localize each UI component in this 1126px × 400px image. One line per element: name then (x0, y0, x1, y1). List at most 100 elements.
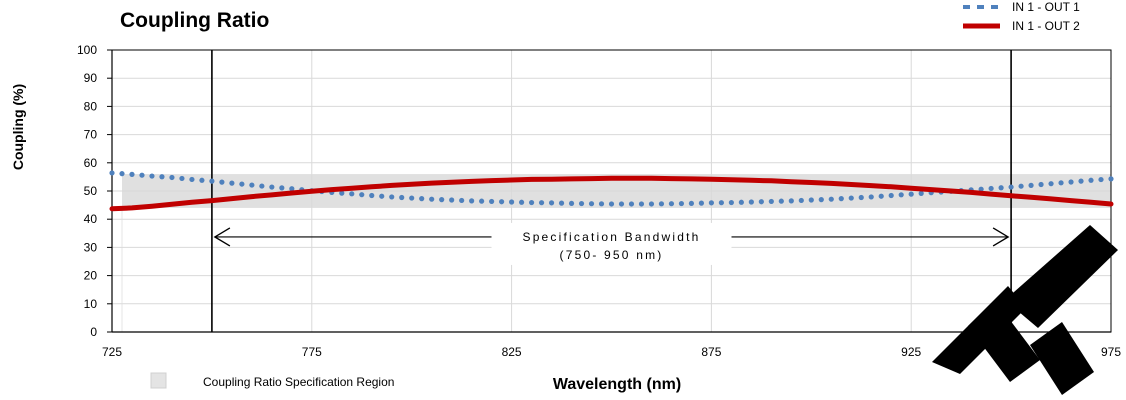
series-out1-point (499, 199, 505, 205)
series-out1-point (439, 197, 445, 203)
series-out1-point (788, 198, 794, 204)
plot-area: 0 10 20 30 40 50 60 70 80 90 100 725 775 825 875 925 975… (77, 43, 1121, 359)
series-out1-point (888, 192, 894, 199)
y-tick-label-2: 20 (84, 269, 98, 283)
series-out1-point (538, 200, 545, 206)
series-out1-point (409, 195, 415, 201)
series-out1-point (838, 196, 844, 202)
series-out1-point (738, 199, 744, 205)
x-tick-label-1: 775 (302, 345, 322, 359)
x-tick-label-3: 875 (701, 345, 721, 359)
series-out1-point (429, 196, 435, 202)
series-out1-point (489, 198, 495, 205)
series-out1-point (419, 196, 425, 202)
series-out1-point (1108, 176, 1114, 182)
arrow-decoration-icon (932, 225, 1118, 395)
series-out1-point (598, 201, 605, 207)
series-out1-point (1098, 176, 1104, 183)
spec-region-legend-swatch (150, 372, 167, 389)
y-tick-label-4: 40 (84, 212, 98, 226)
y-tick-label-1: 10 (84, 297, 98, 311)
series-out2-line (109, 175, 1114, 212)
series-out1-point (658, 201, 665, 207)
series-out1-point (548, 200, 555, 206)
chart-title: Coupling Ratio (120, 9, 269, 32)
series-out1-point (668, 201, 675, 207)
series-out1-point (459, 197, 465, 204)
series-out1-point (618, 201, 625, 207)
series-out1-point (189, 176, 195, 183)
series-out1-point (988, 185, 994, 192)
y-tick-label-9: 90 (84, 71, 98, 85)
series-out1-point (179, 175, 185, 182)
series-out1-point (638, 201, 645, 207)
series-out1-point (479, 198, 485, 204)
series-out1-point (219, 179, 225, 185)
series-out1-point (908, 191, 914, 197)
series-out1-point (578, 200, 585, 207)
bandwidth-label-line1: Specification Bandwidth (522, 230, 700, 244)
x-tick-label-4: 925 (901, 345, 921, 359)
series-out1-point (1018, 183, 1024, 189)
series-out1-point (159, 174, 165, 180)
legend-label-out2: IN 1 - OUT 2 (1012, 19, 1080, 33)
series-out1-point (1048, 181, 1054, 187)
series-out1-point (169, 174, 175, 181)
series-out1-point (708, 200, 715, 206)
series-out1-point (129, 171, 135, 177)
series-out1-point (698, 200, 705, 206)
series-out1-point (349, 191, 355, 197)
series-out1-point (1028, 182, 1034, 188)
bandwidth-arrow-right-head (992, 227, 1010, 247)
series-out1-point (339, 190, 345, 196)
y-tick-label-0: 0 (90, 325, 97, 339)
series-out1-point (528, 199, 535, 206)
series-out1-point (898, 192, 904, 198)
series-out1-point (1088, 177, 1094, 183)
series-out1-point (858, 194, 864, 201)
series-out1-point (279, 185, 285, 191)
series-out1-point (139, 172, 145, 178)
series-out1-point (808, 197, 814, 203)
series-out1-point (918, 190, 924, 196)
series-out1-point (648, 201, 655, 207)
series-out1-point (688, 200, 695, 207)
series-out1-point (628, 201, 635, 207)
series-out1-point (109, 170, 115, 176)
series-out1-point (119, 171, 125, 177)
y-axis-title: Coupling (%) (10, 84, 26, 170)
series-out1-point (1038, 181, 1044, 188)
bandwidth-label-bg (491, 222, 732, 265)
series-out1-point (768, 198, 774, 205)
y-tick-label-6: 60 (84, 156, 98, 170)
series-out1-point (1058, 180, 1064, 186)
series-out1-point (469, 198, 475, 204)
series-out1-point (978, 186, 984, 192)
series-out1-point (239, 181, 245, 187)
series-out1-point (359, 192, 365, 198)
series-out1-point (818, 197, 824, 203)
series-out1-point (828, 196, 834, 202)
legend-label-out1: IN 1 - OUT 1 (1012, 0, 1080, 14)
y-tick-label-7: 70 (84, 128, 98, 142)
series-out1-point (249, 182, 255, 188)
y-tick-label-5: 50 (84, 184, 98, 198)
series-out1-point (1068, 179, 1074, 185)
series-out1-point (1078, 178, 1084, 184)
series-out1-point (558, 200, 565, 206)
series-out1-point (678, 200, 685, 207)
series-out1-point (389, 194, 395, 200)
series-out1-point (878, 193, 884, 199)
series-out1-point (209, 178, 215, 184)
series-out1-point (289, 186, 295, 192)
series-out1-point (848, 195, 854, 201)
series-out1-point (728, 199, 734, 206)
series-out1-point (718, 200, 724, 206)
x-tick-label-5: 975 (1101, 345, 1121, 359)
series-out1-point (369, 192, 375, 199)
y-tick-label-8: 80 (84, 99, 98, 113)
series-out1-point (509, 199, 515, 205)
legend: IN 1 - OUT 1 IN 1 - OUT 2 (963, 0, 1080, 33)
series-out1-point (608, 201, 615, 207)
